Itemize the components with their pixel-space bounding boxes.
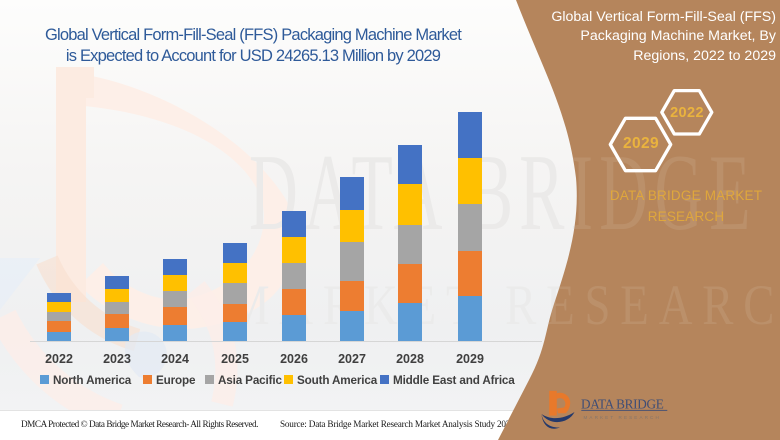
svg-text:MARKET RESEARCH: MARKET RESEARCH (584, 415, 661, 420)
svg-text:DATA BRIDGE: DATA BRIDGE (581, 396, 664, 411)
